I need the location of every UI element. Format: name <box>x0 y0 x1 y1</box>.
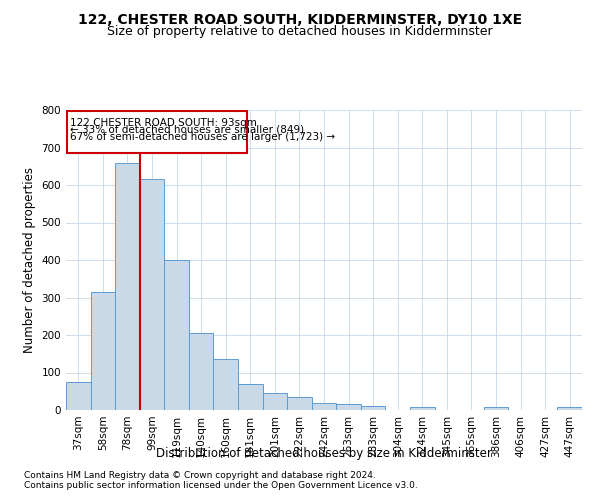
Bar <box>140 180 164 410</box>
Text: ← 33% of detached houses are smaller (849): ← 33% of detached houses are smaller (84… <box>70 125 304 135</box>
Bar <box>164 260 189 410</box>
Y-axis label: Number of detached properties: Number of detached properties <box>23 167 36 353</box>
Text: Contains HM Land Registry data © Crown copyright and database right 2024.: Contains HM Land Registry data © Crown c… <box>24 471 376 480</box>
Bar <box>287 397 312 410</box>
Text: Distribution of detached houses by size in Kidderminster: Distribution of detached houses by size … <box>156 448 492 460</box>
Bar <box>238 384 263 410</box>
Bar <box>312 402 336 410</box>
Bar <box>263 393 287 410</box>
Bar <box>115 162 140 410</box>
Bar <box>189 333 214 410</box>
Bar <box>361 406 385 410</box>
Bar <box>557 408 582 410</box>
Text: 122, CHESTER ROAD SOUTH, KIDDERMINSTER, DY10 1XE: 122, CHESTER ROAD SOUTH, KIDDERMINSTER, … <box>78 12 522 26</box>
Text: 122 CHESTER ROAD SOUTH: 93sqm: 122 CHESTER ROAD SOUTH: 93sqm <box>70 118 257 128</box>
Bar <box>67 111 247 153</box>
Bar <box>91 292 115 410</box>
Bar <box>336 404 361 410</box>
Text: Contains public sector information licensed under the Open Government Licence v3: Contains public sector information licen… <box>24 481 418 490</box>
Bar <box>484 408 508 410</box>
Text: 67% of semi-detached houses are larger (1,723) →: 67% of semi-detached houses are larger (… <box>70 132 335 142</box>
Bar <box>214 360 238 410</box>
Bar <box>66 382 91 410</box>
Bar <box>410 408 434 410</box>
Text: Size of property relative to detached houses in Kidderminster: Size of property relative to detached ho… <box>107 25 493 38</box>
